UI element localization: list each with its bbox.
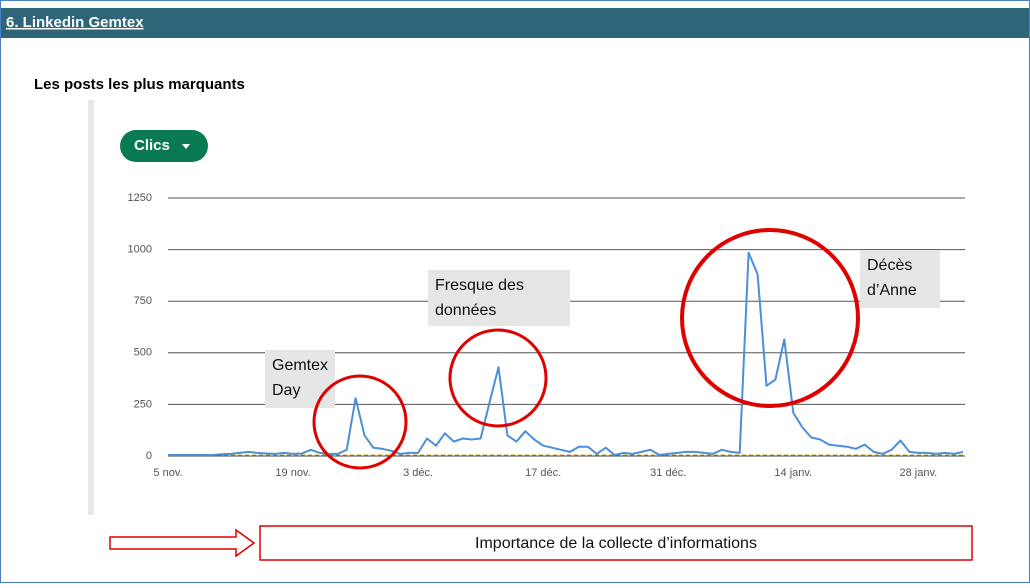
y-tick-label: 250 <box>134 398 152 410</box>
x-tick-label: 17 déc. <box>525 467 561 479</box>
annotation-text: Gemtex <box>272 357 328 374</box>
y-tick-label: 500 <box>134 347 152 359</box>
annotation-text: Day <box>272 382 300 399</box>
arrow <box>109 528 256 558</box>
annotation-box <box>265 350 335 408</box>
highlight-circle <box>312 374 408 470</box>
x-tick-label: 28 janv. <box>899 467 937 479</box>
header-title: 6. Linkedin Gemtex <box>6 14 144 31</box>
dropdown-caret <box>182 144 190 149</box>
x-tick-label: 14 janv. <box>774 467 812 479</box>
annotation-text: d’Anne <box>867 282 917 299</box>
footer-text: Importance de la collecte d’informations <box>475 535 757 552</box>
y-tick-label: 750 <box>134 295 152 307</box>
annotation-text: Décès <box>867 257 912 274</box>
header-bar <box>1 8 1029 38</box>
subtitle: Les posts les plus marquants <box>34 76 245 93</box>
dropdown-button[interactable] <box>120 130 208 162</box>
annotation-box <box>428 270 570 326</box>
annotation-text: Fresque des <box>435 277 524 294</box>
highlight-circle <box>680 228 860 408</box>
annotation-text: données <box>435 302 496 319</box>
y-tick-label: 0 <box>146 450 152 462</box>
line-series <box>168 251 964 456</box>
dropdown-label: Clics <box>134 137 170 154</box>
x-tick-label: 19 nov. <box>275 467 310 479</box>
x-tick-label: 31 déc. <box>650 467 686 479</box>
x-tick-label: 5 nov. <box>153 467 182 479</box>
y-tick-label: 1250 <box>128 192 152 204</box>
panel-edge <box>88 100 94 515</box>
highlight-circle <box>448 328 548 428</box>
y-tick-label: 1000 <box>128 244 152 256</box>
annotation-box <box>860 250 940 308</box>
footer-box <box>259 525 973 561</box>
x-tick-label: 3 déc. <box>403 467 433 479</box>
annotations: Gemtex Day Fresque des données Décès d’Anne <box>265 250 940 408</box>
